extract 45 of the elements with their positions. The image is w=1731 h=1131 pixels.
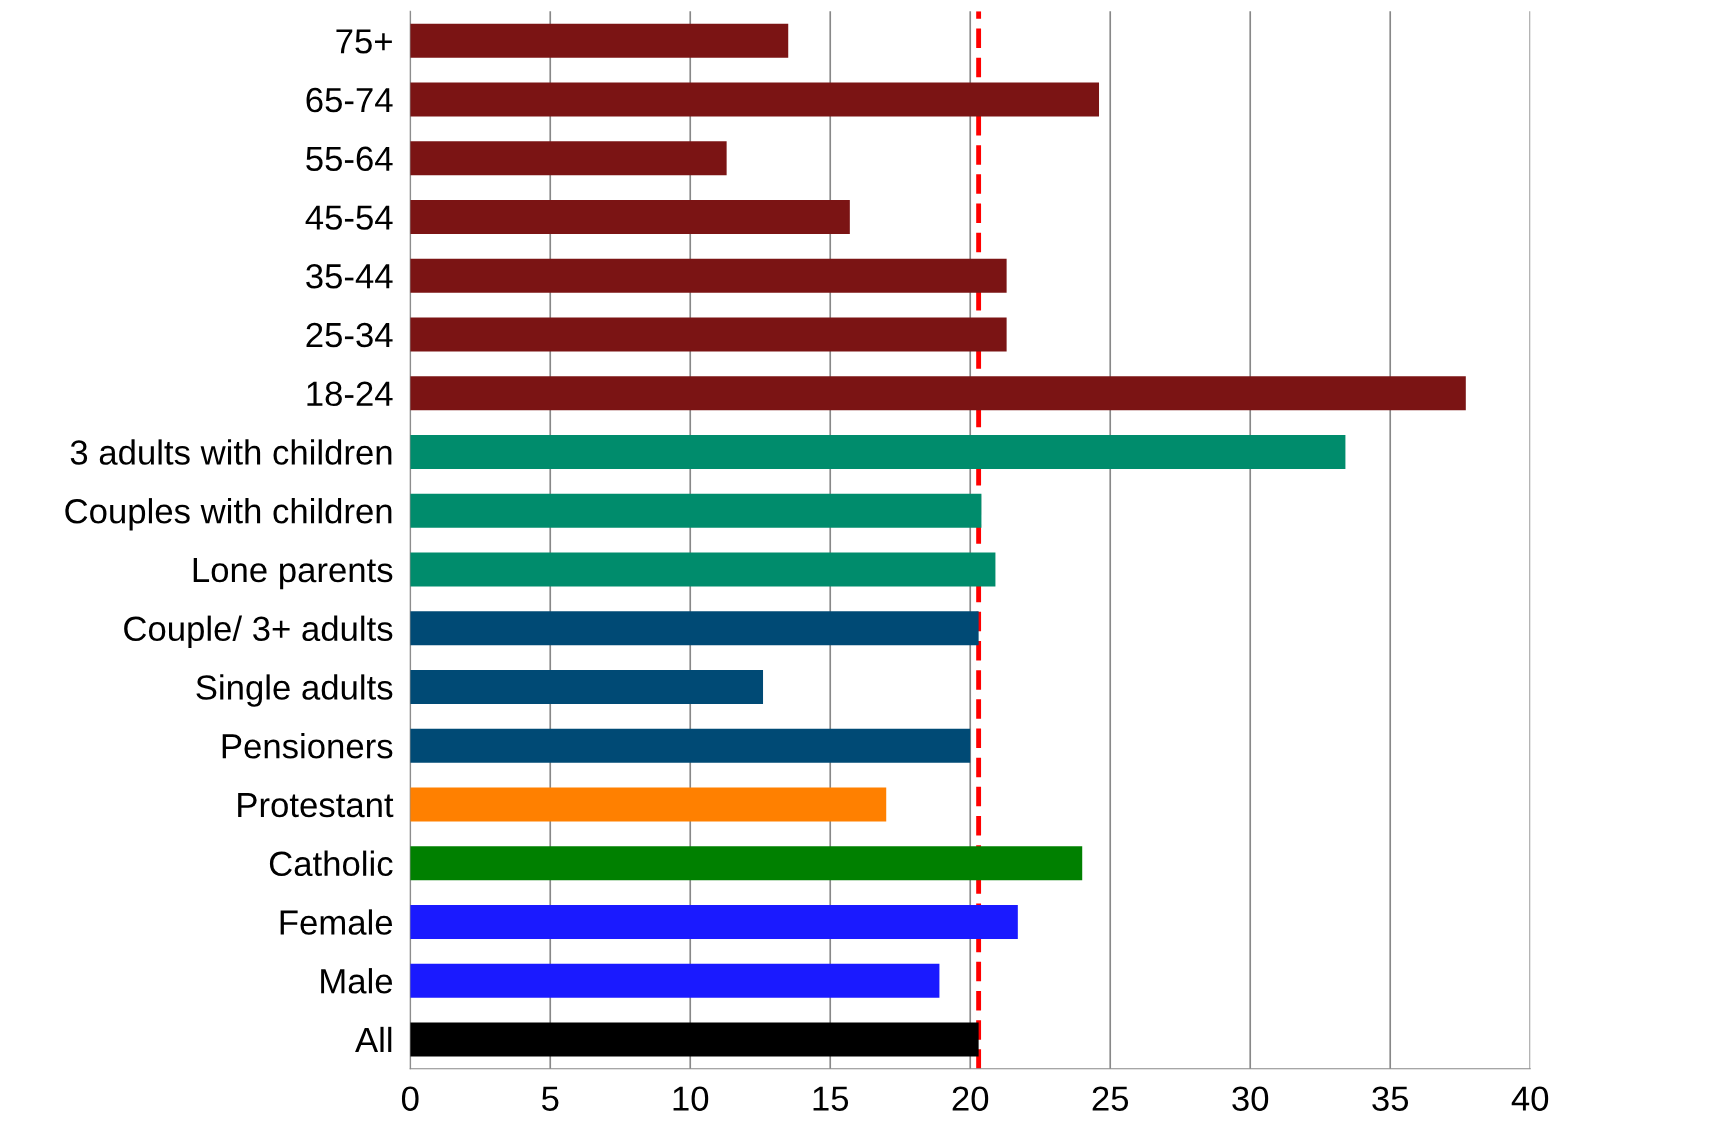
y-tick-label: Single adults bbox=[196, 674, 393, 707]
x-tick-label: 40 bbox=[1511, 1086, 1549, 1111]
y-tick-label: 75+ bbox=[336, 29, 392, 54]
y-tick-label: 45-54 bbox=[305, 205, 393, 230]
bar bbox=[410, 669, 764, 704]
x-tick-label: 5 bbox=[541, 1086, 559, 1111]
bar bbox=[410, 199, 850, 234]
bar bbox=[410, 317, 1007, 352]
bar bbox=[410, 258, 1007, 293]
x-tick-label: 10 bbox=[673, 1086, 709, 1111]
y-tick-label: Catholic bbox=[269, 850, 393, 877]
y-tick-label: 18-24 bbox=[307, 381, 393, 407]
x-tick-label: 30 bbox=[1232, 1086, 1269, 1111]
bar bbox=[410, 904, 1018, 939]
y-tick-label: 55-64 bbox=[306, 146, 393, 172]
y-tick-label: Protestant bbox=[238, 793, 394, 818]
bar bbox=[410, 728, 971, 763]
bar bbox=[410, 493, 982, 528]
y-tick-label: Lone parents bbox=[193, 558, 393, 590]
x-tick-label: 20 bbox=[952, 1086, 989, 1111]
y-tick-label: Male bbox=[321, 968, 393, 994]
x-tick-label: 25 bbox=[1092, 1086, 1129, 1111]
y-tick-label: Pensioners bbox=[222, 733, 393, 759]
y-tick-label: 3 adults with children bbox=[70, 439, 392, 465]
x-tick-label: 15 bbox=[813, 1086, 849, 1111]
bar bbox=[410, 963, 940, 998]
bar bbox=[410, 552, 996, 587]
y-tick-label: 65-74 bbox=[306, 87, 393, 113]
bar bbox=[410, 23, 789, 58]
y-tick-label: 25-34 bbox=[306, 322, 393, 348]
x-tick-label: 0 bbox=[401, 1086, 419, 1111]
bar bbox=[410, 1022, 979, 1057]
bar bbox=[410, 434, 1346, 469]
y-tick-label: All bbox=[355, 1026, 392, 1052]
y-tick-label: Couples with children bbox=[65, 498, 392, 531]
bar bbox=[410, 141, 727, 176]
bar bbox=[410, 846, 1083, 881]
bar bbox=[410, 787, 887, 822]
y-tick-label: Couple/ 3+ adults bbox=[124, 615, 393, 648]
bar bbox=[410, 82, 1100, 117]
x-tick-label: 35 bbox=[1372, 1086, 1409, 1111]
bar bbox=[410, 376, 1466, 411]
bar bbox=[410, 611, 979, 646]
y-tick-label: 35-44 bbox=[306, 264, 393, 289]
y-tick-label: Female bbox=[280, 909, 393, 935]
